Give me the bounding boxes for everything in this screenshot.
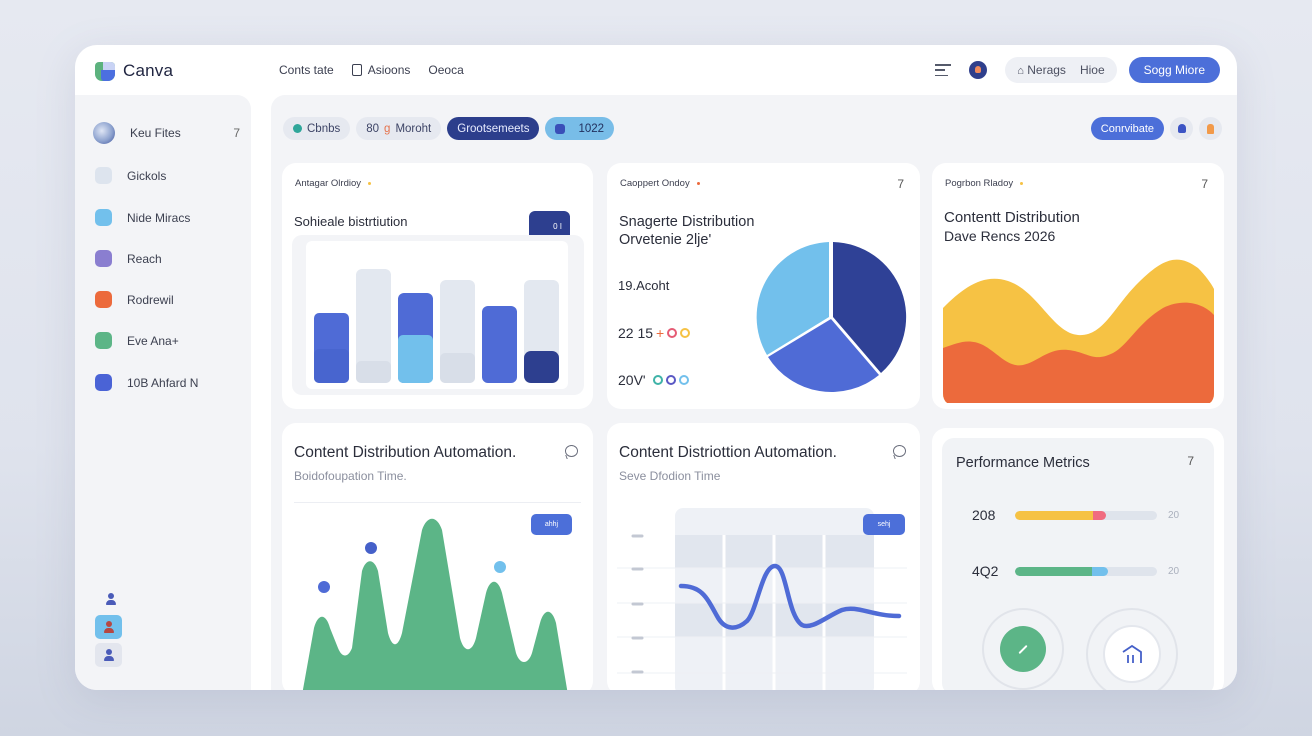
progress-bar (1015, 566, 1157, 576)
card-subtitle: Boidofoupation Time. (294, 469, 407, 483)
pencil-icon (1018, 644, 1028, 654)
analytics-button[interactable] (1103, 625, 1161, 683)
main-actions: Conrvibate (1090, 117, 1222, 140)
card-kicker: Caoppert Ondoy (620, 178, 700, 189)
line-chart (617, 508, 907, 690)
card-menu-button[interactable]: 7 (1201, 177, 1208, 191)
home-icon: ⌂ (1017, 65, 1024, 77)
shape-icon (555, 123, 566, 134)
pie-stat-2: 22 15 + (618, 325, 691, 341)
menu-icon[interactable] (935, 64, 952, 76)
card-title: Content Distribution Automation. (294, 444, 517, 461)
app-name: Canva (123, 61, 174, 80)
profile-avatar (93, 122, 115, 144)
sidebar-item-2[interactable]: Gickols (95, 167, 240, 184)
bar-chart-card: Antagar Olrdioy Sohieale bistrtiution 0 … (282, 163, 593, 409)
circle-icon (293, 124, 302, 133)
area-chart-card: Pogrbon Rladoy 7 Contentt Distribution D… (932, 163, 1224, 409)
sidebar: Keu Fites 7 Gickols Nide Miracs Reach Ro… (75, 95, 251, 690)
names-link[interactable]: ⌂ Nerags (1017, 63, 1066, 77)
card-title: Performance Metrics (956, 455, 1090, 471)
team-button[interactable] (97, 587, 124, 611)
card-kicker: Pogrbon Rladoy (945, 178, 1024, 189)
bar-chart-icon (1122, 644, 1142, 663)
sidebar-item-favorites[interactable]: Keu Fites 7 (93, 122, 240, 144)
square-icon (95, 291, 112, 308)
automation-line-card: Content Distriottion Automation. Seve Df… (607, 423, 920, 690)
contribute-button[interactable]: Conrvibate (1090, 117, 1164, 140)
sidebar-item-7[interactable]: 10B Ahfard N (95, 374, 240, 391)
bar-chart (314, 269, 559, 383)
nav-item-2[interactable]: Asioons (351, 63, 410, 77)
top-nav: Conts tate Asioons Oeoca (279, 63, 464, 77)
square-icon (95, 332, 112, 349)
metrics-panel: Performance Metrics 7 208 20 4Q2 (942, 438, 1214, 690)
card-title: Snagerte Distribution Orvetenie 2lje' (619, 214, 755, 249)
divider (294, 502, 581, 503)
square-icon (95, 250, 112, 267)
filter-chip-active[interactable]: Grootsemeets (447, 117, 540, 140)
pie-stat-3: 20V' (618, 372, 689, 388)
card-menu-button[interactable]: 7 (897, 177, 904, 191)
canva-logo-icon (95, 61, 115, 81)
pie-stat-1: 19.Acoht (618, 278, 670, 293)
sidebar-count: 7 (233, 126, 240, 140)
document-icon (351, 64, 362, 76)
bar-chart-area (292, 235, 584, 395)
hide-link[interactable]: Hioe (1079, 63, 1105, 77)
bell-icon (1177, 124, 1186, 133)
card-title: Contentt Distribution Dave Rencs 2026 (944, 209, 1080, 244)
chart-badge[interactable]: sehj (863, 514, 905, 535)
account-button[interactable] (95, 643, 122, 667)
pie-chart (756, 242, 907, 393)
user-icon (103, 621, 114, 633)
sidebar-item-3[interactable]: Nide Miracs (95, 209, 240, 226)
filter-chip-2[interactable]: 80 g Moroht (356, 117, 442, 140)
comment-icon[interactable] (893, 445, 906, 457)
sidebar-item-6[interactable]: Eve Ana+ (95, 332, 240, 349)
names-home-pill[interactable]: ⌂ Nerags Hioe (1005, 57, 1117, 83)
nav-item-1[interactable]: Conts tate (279, 63, 334, 77)
chart-badge[interactable]: ahhj (531, 514, 572, 535)
square-icon (95, 374, 112, 391)
performance-metrics-card: Performance Metrics 7 208 20 4Q2 (932, 428, 1224, 690)
metric-row-1: 208 20 (972, 507, 1180, 523)
metric-row-2: 4Q2 20 (972, 563, 1180, 579)
profile-button[interactable] (1199, 117, 1222, 140)
card-menu-button[interactable]: 7 (1187, 454, 1194, 468)
logo[interactable]: Canva (95, 61, 173, 81)
card-kicker: Antagar Olrdioy (295, 178, 372, 189)
card-title: Content Distriottion Automation. (619, 444, 837, 461)
notification-button[interactable] (1170, 117, 1193, 140)
automation-peaks-card: Content Distribution Automation. Boidofo… (282, 423, 593, 690)
edit-action-ring (982, 608, 1064, 690)
main-content: Cbnbs 80 g Moroht Grootsemeets 1022 Conrvi… (271, 95, 1237, 690)
edit-button[interactable] (1000, 626, 1046, 672)
card-title: Sohieale bistrtiution (294, 214, 408, 229)
primary-action-button[interactable]: Sogg Miore (1128, 57, 1220, 83)
pie-chart-card: Caoppert Ondoy 7 Snagerte Distribution O… (607, 163, 920, 409)
person-icon (103, 649, 114, 661)
user-icon (1207, 123, 1214, 134)
user-avatar[interactable] (969, 61, 988, 79)
square-icon (95, 167, 112, 184)
peaks-area-chart (302, 518, 568, 690)
sidebar-item-reach[interactable]: Reach (95, 250, 240, 267)
stacked-area-chart (943, 259, 1214, 403)
comment-icon[interactable] (565, 445, 578, 457)
chart-action-ring (1086, 608, 1178, 690)
nav-item-3[interactable]: Oeoca (428, 63, 464, 77)
card-subtitle: Seve Dfodion Time (619, 469, 721, 483)
top-right-actions: ⌂ Nerags Hioe Sogg Miore (935, 57, 1220, 83)
square-icon (95, 209, 112, 226)
top-bar: Canva Conts tate Asioons Oeoca ⌂ Nerags … (75, 45, 1237, 95)
filter-chip-4[interactable]: 1022 (545, 117, 615, 140)
progress-bar (1015, 510, 1157, 520)
filter-chips: Cbnbs 80 g Moroht Grootsemeets 1022 (283, 117, 615, 140)
app-window: Canva Conts tate Asioons Oeoca ⌂ Nerags … (75, 45, 1237, 690)
sidebar-item-5[interactable]: Rodrewil (95, 291, 240, 308)
team-icon (105, 593, 116, 605)
filter-chip-1[interactable]: Cbnbs (283, 117, 351, 140)
user-profile-button[interactable] (95, 615, 122, 639)
